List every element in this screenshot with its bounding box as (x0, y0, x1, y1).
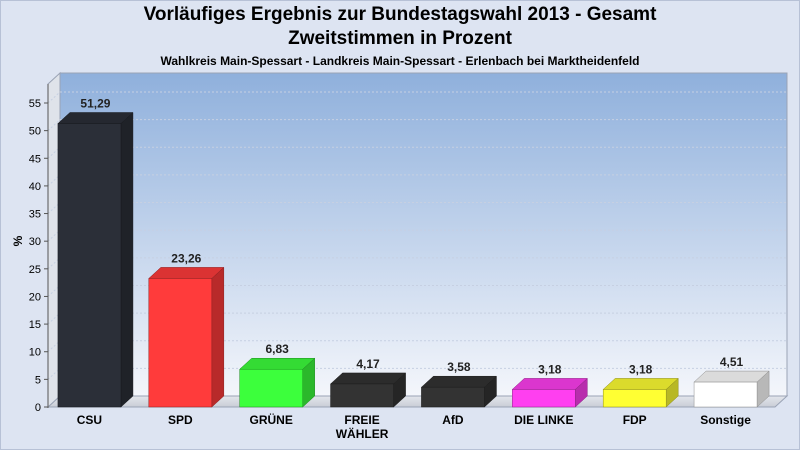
x-tick-label: FDP (623, 413, 647, 427)
grid-line-side (47, 91, 61, 104)
x-tick-label: AfD (442, 413, 464, 427)
bar-top (511, 378, 588, 390)
bar-front (693, 381, 758, 408)
y-tick-label: 25 (29, 264, 41, 276)
bar (693, 370, 770, 408)
bar (602, 377, 679, 408)
bar-top (420, 375, 498, 388)
bar-side (211, 266, 225, 408)
bar-front (148, 278, 213, 408)
chart-title-line2: Zweitstimmen in Prozent (288, 28, 512, 49)
y-tick-label: 10 (29, 347, 41, 359)
data-label: 4,51 (720, 355, 744, 369)
bar (57, 111, 134, 408)
data-label: 3,58 (447, 360, 471, 374)
y-tick-label: 15 (29, 319, 41, 331)
bar-top (239, 357, 316, 370)
y-axis-label: % (11, 235, 25, 246)
x-tick-label: DIE LINKE (514, 413, 573, 427)
y-tick-label: 5 (35, 374, 41, 386)
data-label: 51,29 (80, 97, 110, 111)
bar (511, 377, 588, 408)
data-label: 6,83 (266, 342, 290, 356)
y-tick-label: 40 (29, 181, 41, 193)
y-tick-label: 35 (29, 209, 41, 221)
bar-top (329, 372, 407, 385)
bar-top (148, 267, 225, 279)
y-tick-label: 0 (35, 402, 41, 414)
data-label: 3,18 (538, 362, 562, 376)
bar-front (330, 383, 394, 408)
data-label: 3,18 (629, 362, 653, 376)
y-tick-label: 30 (29, 236, 41, 248)
grid-line-side (47, 119, 61, 132)
x-tick-label: CSU (77, 413, 102, 427)
chart-subtitle: Wahlkreis Main-Spessart - Landkreis Main… (160, 54, 640, 68)
bar-front (239, 368, 303, 408)
x-tick-label: Sonstige (700, 413, 751, 427)
y-tick-label: 50 (29, 126, 41, 138)
x-tick-label: WÄHLER (336, 426, 389, 441)
data-label: 4,17 (356, 357, 380, 371)
bar (148, 266, 225, 408)
bar-top (602, 378, 679, 390)
bar-front (57, 123, 122, 408)
chart-title: Vorläufiges Ergebnis zur Bundestagswahl … (143, 4, 657, 25)
y-tick-label: 45 (29, 153, 41, 165)
bar-front (512, 389, 576, 408)
bar-top (693, 370, 770, 383)
bar (420, 375, 498, 408)
bar-front (602, 389, 667, 408)
y-tick-label: 20 (29, 291, 41, 303)
bar-side (120, 111, 134, 408)
bar-top (57, 112, 134, 124)
x-tick-label: SPD (168, 413, 193, 427)
x-tick-label: FREIE (344, 413, 379, 427)
bar (239, 357, 316, 408)
data-label: 23,26 (171, 251, 201, 265)
bar (329, 372, 407, 408)
y-tick-label: 55 (29, 98, 41, 110)
bar-front (421, 386, 485, 408)
x-tick-label: GRÜNE (250, 412, 293, 427)
